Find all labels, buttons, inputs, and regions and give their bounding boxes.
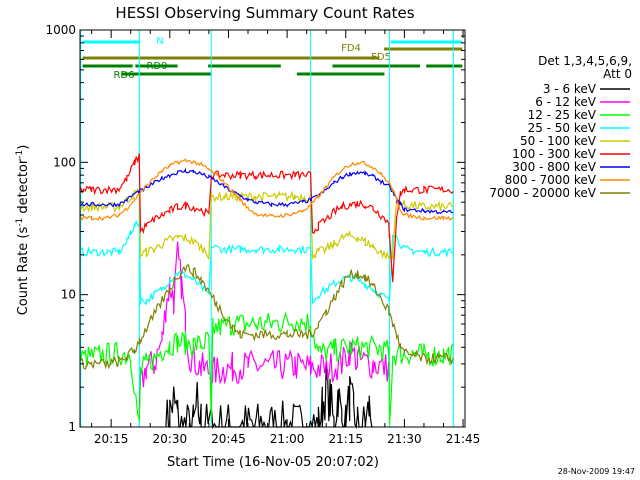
y-axis-label: Count Rate (s-1 detector-1) xyxy=(15,145,31,316)
x-tick-label: 20:30 xyxy=(153,432,188,446)
data-series xyxy=(80,153,454,430)
status-bar-label-rd0: RD0 xyxy=(146,61,167,72)
x-axis-label: Start Time (16-Nov-05 20:07:02) xyxy=(167,455,379,470)
chart-title: HESSI Observing Summary Count Rates xyxy=(115,4,414,22)
series-line-6 xyxy=(80,153,454,283)
legend-label: 800 - 7000 keV xyxy=(505,173,597,187)
x-tick-label: 21:30 xyxy=(387,432,422,446)
status-bar-label-fd4: FD4 xyxy=(341,43,361,54)
series-line-4 xyxy=(80,219,454,306)
x-tick-label: 21:00 xyxy=(270,432,305,446)
status-bar-label-fd5: FD5 xyxy=(371,52,391,63)
x-tick-label: 21:15 xyxy=(328,432,363,446)
x-tick-label: 20:45 xyxy=(211,432,246,446)
footer-date: 28-Nov-2009 19:47 xyxy=(558,467,635,476)
legend-header-2: Att 0 xyxy=(603,67,632,81)
y-tick-label: 1000 xyxy=(45,23,76,37)
series-line-5 xyxy=(80,187,454,260)
plot-frame xyxy=(79,29,466,428)
series-line-8 xyxy=(80,157,454,222)
legend-label: 12 - 25 keV xyxy=(528,108,597,122)
legend-label: 100 - 300 keV xyxy=(512,147,596,161)
status-bar-label-rd6: RD6 xyxy=(113,70,134,81)
y-tick-label: 1 xyxy=(68,420,76,434)
legend-label: 7000 - 20000 keV xyxy=(489,186,596,200)
y-label-exp2: -1 xyxy=(15,150,25,159)
y-tick-label: 10 xyxy=(61,288,76,302)
y-label-main: Count Rate (s xyxy=(16,227,31,316)
legend-label: 300 - 800 keV xyxy=(512,160,596,174)
legend-label: 50 - 100 keV xyxy=(520,134,597,148)
y-label-mid: detector xyxy=(16,158,31,218)
y-label-exp1: -1 xyxy=(15,218,25,227)
series-line-2 xyxy=(138,241,390,412)
axes: 1 10 100 1000 20:15 20:30 20:45 21:00 21:15 21:30… xyxy=(45,23,480,446)
status-bars: N FD4 FD5 RD0 RD6 xyxy=(82,36,463,81)
y-label-end: ) xyxy=(16,145,31,150)
x-tick-label: 20:15 xyxy=(94,432,129,446)
status-bar-label-n: N xyxy=(156,36,163,47)
legend-label: 6 - 12 keV xyxy=(535,95,597,109)
legend-label: 25 - 50 keV xyxy=(528,121,597,135)
y-tick-label: 100 xyxy=(53,155,76,169)
x-tick-label: 21:45 xyxy=(446,432,481,446)
series-line-9 xyxy=(80,264,454,370)
legend-label: 3 - 6 keV xyxy=(543,82,597,96)
night-saa-boundaries xyxy=(80,30,454,427)
series-line-3 xyxy=(80,311,454,426)
legend-header-1: Det 1,3,4,5,6,9, xyxy=(538,54,632,68)
